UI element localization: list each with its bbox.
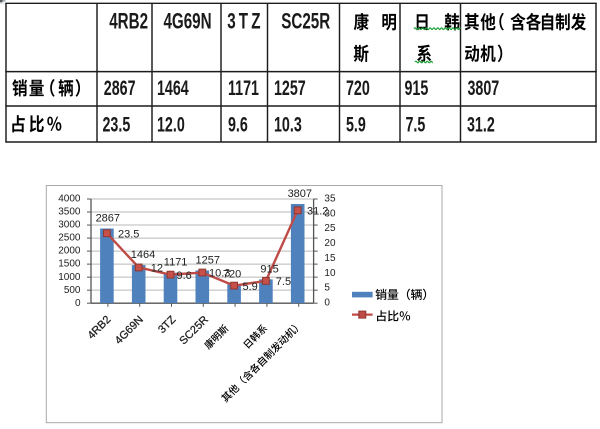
svg-text:0: 0 [75,298,81,309]
svg-text:10: 10 [324,268,336,279]
svg-text:720: 720 [346,76,370,99]
svg-text:15: 15 [324,253,336,264]
svg-text:2500: 2500 [58,233,81,244]
svg-text:1500: 1500 [58,259,81,270]
svg-text:12: 12 [151,263,163,275]
svg-text:1464: 1464 [131,249,155,261]
svg-text:1171: 1171 [164,257,188,269]
svg-text:5.9: 5.9 [243,281,258,293]
svg-text:10.3: 10.3 [274,113,302,136]
svg-text:20: 20 [324,238,336,249]
svg-text:35: 35 [324,193,336,204]
svg-text:1171: 1171 [228,76,259,99]
svg-text:7.5: 7.5 [276,276,291,288]
svg-text:0: 0 [324,298,330,309]
svg-text:SC25R: SC25R [281,10,330,34]
svg-text:31.2: 31.2 [467,113,495,136]
svg-text:915: 915 [405,76,429,99]
svg-text:1464: 1464 [157,76,189,99]
svg-text:9.6: 9.6 [177,270,192,282]
svg-text:5.9: 5.9 [346,113,366,136]
svg-text:3807: 3807 [468,76,500,99]
svg-text:3500: 3500 [58,207,81,218]
svg-text:1257: 1257 [274,76,306,99]
svg-text:2867: 2867 [96,213,120,225]
svg-text:31.2: 31.2 [307,206,328,218]
svg-text:720: 720 [223,268,241,280]
svg-text:5: 5 [324,283,330,294]
svg-text:25: 25 [324,223,336,234]
svg-text:7.5: 7.5 [406,113,426,136]
svg-text:4000: 4000 [58,194,81,205]
svg-text:23.5: 23.5 [103,113,131,136]
svg-text:12.0: 12.0 [157,113,185,136]
svg-text:30: 30 [324,208,336,219]
svg-text:2000: 2000 [58,246,81,257]
svg-text:3000: 3000 [58,220,81,231]
svg-text:3807: 3807 [288,188,312,200]
svg-text:915: 915 [260,263,278,275]
svg-text:1000: 1000 [58,272,81,283]
svg-text:9.6: 9.6 [228,113,248,136]
svg-text:500: 500 [64,285,81,296]
svg-text:1257: 1257 [195,254,219,266]
svg-text:4G69N: 4G69N [163,10,211,34]
svg-text:10.3: 10.3 [209,268,230,280]
svg-text:23.5: 23.5 [118,228,139,240]
svg-text:4RB2: 4RB2 [109,10,148,34]
svg-text:3TZ: 3TZ [227,10,264,34]
svg-text:2867: 2867 [104,76,136,99]
